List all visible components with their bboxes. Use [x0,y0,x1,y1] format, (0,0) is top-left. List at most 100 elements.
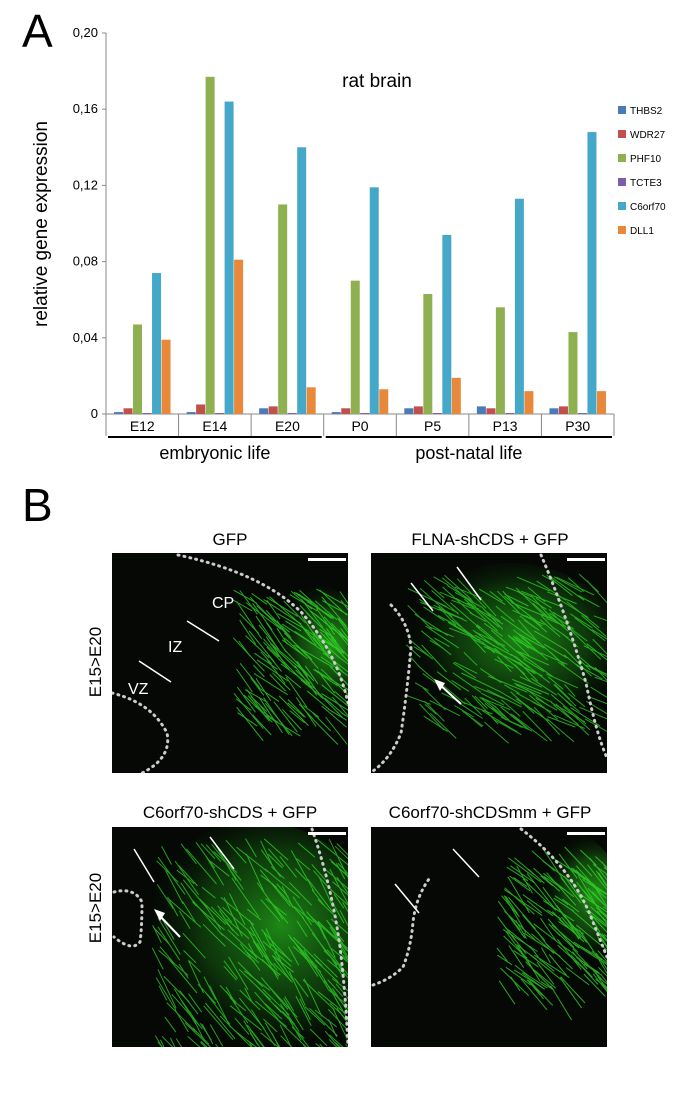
fluorescent-fiber [301,625,317,646]
fluorescent-fiber [519,700,545,719]
fluorescent-fiber [256,942,279,980]
fluorescent-fiber [264,868,301,899]
fluorescent-fiber [496,954,513,966]
fluorescent-fiber [508,945,525,968]
fluorescent-fiber [323,616,348,646]
fluorescent-fiber [205,856,225,886]
fluorescent-fiber [423,606,445,622]
fluorescent-fiber [442,586,474,616]
fluorescent-fiber [546,718,575,743]
fluorescent-fiber [292,896,313,926]
fluorescent-fiber [152,925,162,944]
fluorescent-fiber [556,597,589,618]
legend-label-phf10: PHF10 [630,154,662,165]
fluorescent-fiber [442,577,477,608]
fluorescent-fiber [528,980,554,1006]
fluorescent-fiber [334,691,348,704]
fluorescent-fiber [258,703,270,719]
fluorescent-fiber [255,1000,287,1028]
fluorescent-fiber [330,861,348,877]
bar-phf10-e12 [133,324,143,414]
fluorescent-fiber [232,637,265,672]
fluorescent-fiber [256,686,280,703]
fluorescent-fiber [295,995,312,1027]
fluorescent-fiber [592,973,607,993]
fluorescent-fiber [162,919,175,940]
fluorescent-fiber [273,952,294,981]
fluorescent-fiber [192,899,224,936]
fluorescent-fiber [315,607,336,635]
fluorescent-fiber [326,628,345,655]
bar-phf10-p5 [423,293,433,414]
legend-swatch-phf10 [618,154,626,162]
fluorescent-fiber [246,689,263,712]
fluorescent-fiber [523,932,561,957]
fluorescent-fiber [167,897,179,917]
bar-tcte3-e14 [215,413,225,414]
fluorescent-fiber [263,641,279,657]
fluorescent-fiber [220,897,255,926]
fluorescent-fiber [294,1029,310,1047]
fluorescent-fiber [519,651,550,666]
fluorescent-fiber [578,595,600,608]
fluorescent-fiber [528,694,558,720]
bar-thbs2-e14 [186,412,196,414]
fluorescent-fiber [338,650,348,662]
group-label: embryonic life [159,443,270,463]
fluorescent-fiber [532,602,548,617]
fluorescent-fiber [277,613,310,632]
fluorescent-fiber [160,1039,165,1047]
fluorescent-fiber [472,629,495,647]
fluorescent-fiber [289,710,305,724]
fluorescent-fiber [303,705,320,718]
micrograph-gfp-image [112,553,348,773]
fluorescent-fiber [547,716,576,728]
fluorescent-fiber [339,591,348,604]
fluorescent-fiber [595,870,607,887]
fluorescent-fiber [339,952,348,961]
fluorescent-fiber [533,867,561,892]
fluorescent-fiber [518,633,545,649]
fluorescent-fiber [483,646,522,665]
bar-tcte3-p30 [577,413,587,414]
fluorescent-fiber [336,1007,348,1025]
fluorescent-fiber [521,614,545,626]
fluorescent-fiber [324,1030,340,1047]
fluorescent-fiber [263,1018,278,1033]
bar-phf10-e14 [205,76,215,414]
fluorescent-fiber [430,712,457,739]
fluorescent-fiber [265,622,287,653]
fluorescent-fiber [321,693,348,711]
fluorescent-fiber [186,848,217,885]
fluorescent-fiber [195,841,216,869]
fluorescent-fiber [516,897,543,916]
fluorescent-fiber [269,943,293,962]
fluorescent-fiber [311,631,340,650]
fluorescent-fiber [168,958,198,994]
fluorescent-fiber [590,906,607,923]
fluorescent-fiber [569,613,593,629]
fluorescent-fiber [314,1009,338,1028]
fluorescent-fiber [450,602,481,629]
fluorescent-fiber [183,950,197,964]
fluorescent-fiber [515,636,541,655]
fluorescent-fiber [590,686,607,698]
fluorescent-fiber [460,703,483,719]
fluorescent-fiber [182,901,196,923]
fluorescent-fiber [464,697,482,716]
fluorescent-fiber [303,978,323,1017]
x-tick-label: P30 [565,418,590,434]
fluorescent-fiber [283,998,304,1031]
fluorescent-fiber [319,628,335,639]
fluorescent-fiber [200,1041,206,1047]
fluorescent-fiber [414,682,429,692]
micrograph-c6orf70-image [112,827,348,1047]
fluorescent-fiber [548,923,561,937]
fluorescent-fiber [338,629,348,641]
fluorescent-fiber [284,637,304,656]
fluorescent-fiber [576,657,591,671]
fluorescent-fiber [424,704,438,715]
bar-wdr27-p5 [413,406,423,414]
fluorescent-fiber [252,940,264,958]
fluorescent-fiber [248,919,267,951]
